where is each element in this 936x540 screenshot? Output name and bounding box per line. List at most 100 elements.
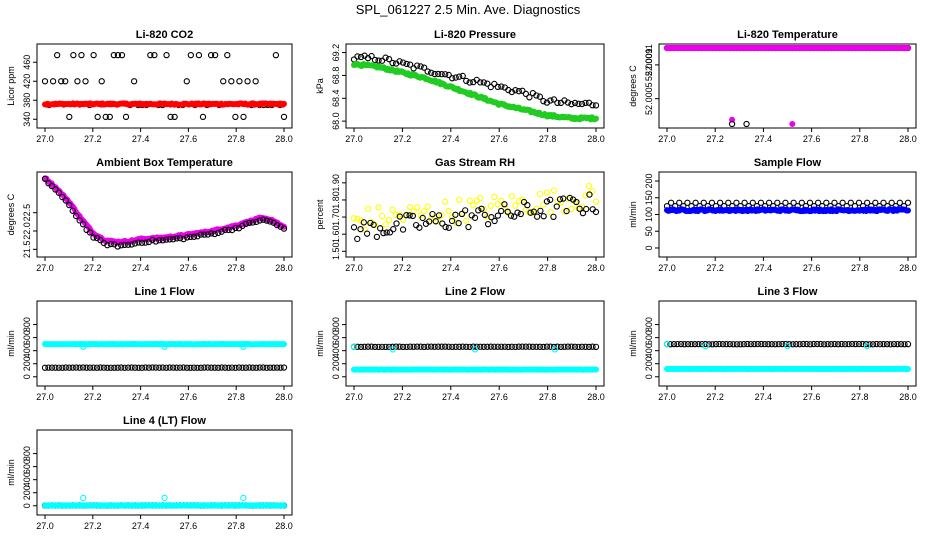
y-axis-label: degrees C [6, 193, 16, 235]
point-black [73, 364, 80, 371]
y-tick-label: 340 [22, 112, 32, 127]
point-yellow [466, 197, 473, 204]
x-tick-label: 27.0 [36, 263, 54, 273]
point-yellow [364, 205, 372, 213]
panel-1: Li-820 Pressure 27.0 27.2 27.4 27.6 27.8 28.0 6… [315, 29, 605, 144]
point-yellow [592, 198, 600, 205]
point-yellow [385, 216, 393, 224]
point-black [221, 364, 229, 371]
data-points [350, 343, 600, 373]
point-magenta [789, 121, 796, 127]
y-tick-label: 50 [644, 226, 654, 236]
point-black-outliers [743, 120, 750, 127]
point-black [831, 340, 838, 348]
data-points [663, 199, 912, 215]
x-tick-label: 27.8 [539, 392, 557, 402]
point-black [428, 343, 435, 350]
point-black [131, 240, 139, 247]
point-black [266, 218, 274, 225]
point-black [403, 212, 410, 219]
point-magenta [664, 45, 671, 52]
plot-frame [36, 43, 293, 129]
point-black [90, 364, 97, 371]
point-black [208, 230, 215, 237]
point-black [239, 364, 246, 371]
data-points [663, 340, 912, 373]
point-black [692, 199, 699, 206]
point-black [385, 55, 393, 63]
point-yellow [399, 216, 407, 223]
point-black [526, 343, 533, 350]
point-black [403, 60, 410, 68]
point-black [386, 229, 394, 236]
point-cyan [280, 502, 287, 509]
point-black [507, 212, 515, 219]
point-black [855, 340, 863, 348]
point-black [183, 78, 190, 85]
point-black [224, 51, 231, 59]
point-black [152, 238, 159, 245]
x-tick-label: 27.0 [658, 392, 676, 402]
point-black [504, 208, 511, 215]
point-black [79, 221, 87, 228]
point-black [59, 193, 66, 201]
y-axis-label: ml/min [315, 330, 325, 357]
x-tick-label: 27.0 [36, 521, 54, 531]
x-tick-label: 27.8 [227, 392, 245, 402]
x-tick-label: 27.6 [180, 392, 198, 402]
y-axis-label: ml/min [6, 330, 16, 357]
point-black [215, 229, 222, 237]
point-black [716, 199, 724, 206]
point-black [458, 210, 466, 218]
x-tick-label: 28.0 [587, 392, 605, 402]
point-black [280, 364, 288, 371]
point-black [194, 233, 201, 240]
point-yellow [508, 193, 515, 200]
point-magenta [729, 116, 736, 123]
point-black [242, 220, 250, 228]
point-black [121, 241, 128, 249]
x-tick-label: 28.0 [275, 392, 293, 402]
point-yellow [375, 204, 382, 211]
y-tick-label: 68.8 [331, 67, 341, 85]
point-black [220, 78, 227, 85]
point-black [547, 343, 554, 350]
x-tick-label: 27.2 [84, 521, 102, 531]
panel-3: Ambient Box Temperature 27.0 27.2 27.4 27.6 2… [6, 157, 293, 273]
point-black [48, 364, 56, 371]
point-black [396, 213, 403, 220]
point-black [190, 364, 198, 371]
x-tick-label: 27.2 [706, 134, 724, 144]
point-black [86, 364, 94, 371]
point-black [448, 217, 456, 225]
point-black [553, 203, 560, 210]
point-black [547, 97, 554, 104]
data-points [350, 183, 600, 243]
point-black [375, 343, 382, 350]
point-black [498, 343, 505, 350]
point-black [66, 113, 73, 121]
point-black [107, 240, 114, 248]
point-yellow [420, 208, 428, 215]
point-black [466, 79, 473, 86]
point-black [76, 217, 83, 224]
point-black [55, 364, 63, 371]
point-black [761, 341, 768, 348]
point-black [69, 364, 76, 371]
y-tick-label: 68.0 [331, 112, 341, 130]
point-black [494, 343, 501, 350]
x-tick-label: 27.6 [180, 134, 198, 144]
x-tick-label: 28.0 [275, 134, 293, 144]
point-black [765, 199, 773, 206]
y-tick-label: 800 [22, 446, 32, 461]
point-black [740, 341, 747, 348]
panel-title: Line 1 Flow [135, 286, 195, 298]
point-black [583, 205, 590, 213]
point-black [471, 214, 479, 221]
point-black [273, 221, 281, 229]
point-black [371, 56, 379, 64]
point-black [62, 78, 69, 85]
point-black [166, 236, 173, 243]
panel-7: Line 2 Flow 27.0 27.2 27.4 27.6 27.8 28.0 0 2004… [315, 286, 605, 402]
